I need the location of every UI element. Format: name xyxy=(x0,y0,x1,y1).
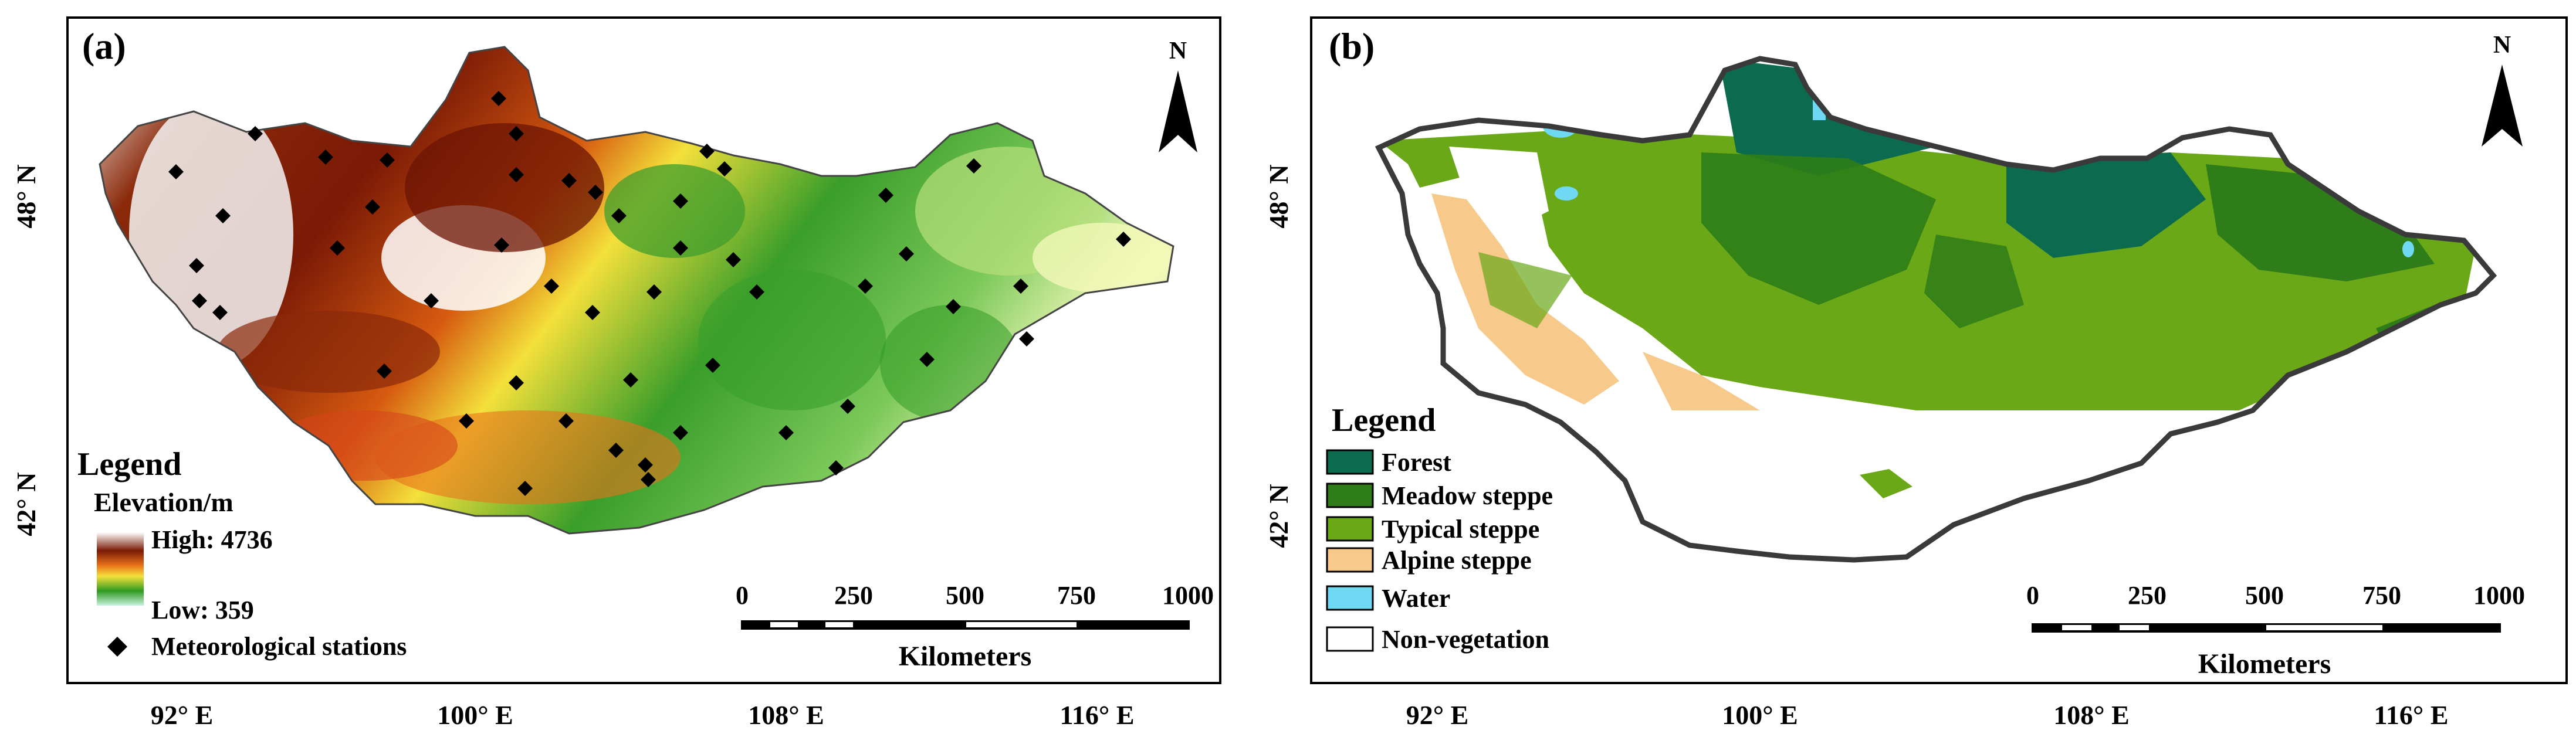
north-arrow-a: N xyxy=(1159,38,1197,152)
lat-tick-42: 42° N xyxy=(11,472,41,536)
svg-text:0: 0 xyxy=(736,581,749,610)
scale-bar-a: 0 250 500 750 1000 Kilometers xyxy=(736,581,1214,672)
legend-low: Low: 359 xyxy=(151,596,254,624)
legend-a-subtitle: Elevation/m xyxy=(94,487,233,517)
legend-item-meadow-steppe: Meadow steppe xyxy=(1326,481,1553,510)
svg-text:750: 750 xyxy=(2362,581,2401,610)
country-border xyxy=(1375,56,2497,563)
panel-a-label: (a) xyxy=(82,25,126,67)
lon-tick-108: 108° E xyxy=(748,700,824,730)
legend-item-water: Water xyxy=(1326,584,1450,613)
svg-text:Water: Water xyxy=(1382,584,1450,613)
lon-tick-100: 100° E xyxy=(437,700,513,730)
scale-bar-b: 0 250 500 750 1000 Kilometers xyxy=(2026,581,2525,680)
lon-tick-108-b: 108° E xyxy=(2053,700,2130,730)
station-marker-icon xyxy=(107,637,127,657)
svg-text:Forest: Forest xyxy=(1382,448,1451,477)
lon-tick-92: 92° E xyxy=(151,700,214,730)
legend-high: High: 4736 xyxy=(151,525,273,554)
legend-b-title: Legend xyxy=(1332,402,1436,439)
lat-tick-48-b: 48° N xyxy=(1264,164,1294,228)
svg-text:500: 500 xyxy=(2245,581,2284,610)
svg-text:Typical steppe: Typical steppe xyxy=(1382,515,1539,543)
lon-tick-116-b: 116° E xyxy=(2374,700,2448,730)
svg-text:0: 0 xyxy=(2026,581,2039,610)
svg-text:250: 250 xyxy=(834,581,873,610)
legend-stations: Meteorological stations xyxy=(151,632,407,661)
svg-text:500: 500 xyxy=(946,581,984,610)
legend-b: Legend Forest Meadow steppe Typical step… xyxy=(1326,402,1553,654)
svg-text:N: N xyxy=(1169,38,1187,64)
lat-tick-42-b: 42° N xyxy=(1264,484,1294,548)
legend-item-forest: Forest xyxy=(1326,448,1451,477)
svg-text:1000: 1000 xyxy=(2473,581,2525,610)
north-arrow-b: N xyxy=(2482,32,2523,147)
svg-text:750: 750 xyxy=(1057,581,1096,610)
svg-text:N: N xyxy=(2493,32,2511,59)
legend-a: Legend Elevation/m High: 4736 Low: 359 M… xyxy=(77,446,407,661)
panel-b-label: (b) xyxy=(1329,25,1375,67)
svg-text:Meadow steppe: Meadow steppe xyxy=(1382,481,1553,510)
legend-a-title: Legend xyxy=(77,446,181,483)
elevation-color-ramp xyxy=(97,532,144,606)
scale-unit-b: Kilometers xyxy=(2198,648,2331,680)
svg-text:Alpine steppe: Alpine steppe xyxy=(1382,546,1531,575)
meteorological-stations xyxy=(168,91,1131,496)
svg-text:1000: 1000 xyxy=(1162,581,1214,610)
svg-text:250: 250 xyxy=(2128,581,2167,610)
panel-a: (a) N 48° N 42° N 92° E 100° E 108° E 11… xyxy=(11,16,1221,730)
lon-tick-116: 116° E xyxy=(1059,700,1134,730)
legend-item-alpine-steppe: Alpine steppe xyxy=(1326,546,1531,575)
lat-tick-48: 48° N xyxy=(11,164,41,228)
svg-text:Non-vegetation: Non-vegetation xyxy=(1382,625,1549,654)
panel-b: (b) N 48° N 42° N 92° E 100° E 108° E 11… xyxy=(1264,16,2568,730)
legend-item-typical-steppe: Typical steppe xyxy=(1326,515,1539,543)
lon-tick-92-b: 92° E xyxy=(1406,700,1469,730)
lon-tick-100-b: 100° E xyxy=(1722,700,1798,730)
legend-item-non-vegetation: Non-vegetation xyxy=(1326,625,1549,654)
scale-unit-a: Kilometers xyxy=(899,641,1032,672)
